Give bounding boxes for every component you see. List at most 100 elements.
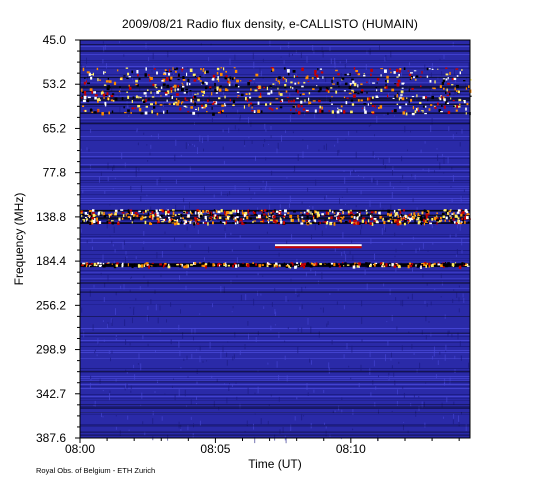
burst-pixel — [182, 85, 185, 88]
dropout-line — [80, 406, 470, 408]
burst-pixel — [306, 110, 309, 113]
burst-pixel — [166, 84, 170, 88]
burst-pixel — [420, 85, 422, 88]
burst-pixel — [172, 209, 175, 211]
burst-pixel — [162, 73, 166, 75]
noise-speckle — [216, 378, 218, 382]
noise-streak — [80, 340, 470, 341]
noise-speckle — [444, 314, 446, 319]
burst-pixel — [160, 209, 163, 212]
dropout-line — [80, 122, 470, 124]
noise-speckle — [157, 380, 158, 384]
burst-pixel — [168, 221, 171, 223]
burst-pixel — [392, 219, 395, 223]
burst-pixel — [302, 93, 305, 95]
burst-pixel — [200, 212, 203, 215]
burst-pixel — [418, 109, 420, 112]
noise-speckle — [142, 335, 144, 340]
burst-pixel — [181, 263, 183, 267]
burst-pixel — [330, 103, 333, 105]
burst-pixel — [308, 220, 310, 223]
burst-pixel — [219, 110, 221, 114]
noise-speckle — [254, 82, 256, 84]
burst-pixel — [158, 218, 160, 222]
noise-speckle — [353, 169, 355, 173]
burst-pixel — [119, 86, 121, 88]
burst-pixel — [86, 221, 89, 224]
burst-pixel — [283, 217, 285, 219]
burst-pixel — [193, 79, 197, 82]
burst-pixel — [459, 222, 463, 225]
burst-pixel — [353, 222, 356, 226]
burst-pixel — [85, 217, 87, 218]
noise-speckle — [279, 429, 281, 434]
burst-pixel — [410, 217, 414, 221]
burst-pixel — [162, 83, 166, 86]
burst-pixel — [221, 109, 224, 112]
burst-pixel — [162, 218, 166, 221]
burst-pixel — [144, 73, 147, 77]
noise-speckle — [366, 282, 368, 290]
burst-pixel — [143, 100, 146, 103]
noise-speckle — [391, 365, 393, 369]
noise-speckle — [391, 352, 392, 358]
burst-pixel — [305, 220, 309, 222]
burst-pixel — [165, 70, 169, 72]
noise-speckle — [452, 42, 454, 47]
burst-pixel — [98, 99, 101, 102]
burst-pixel — [301, 85, 304, 88]
burst-pixel — [267, 216, 269, 218]
burst-feature — [80, 67, 472, 116]
burst-pixel — [454, 214, 458, 218]
burst-pixel — [283, 221, 285, 225]
burst-pixel — [86, 71, 90, 74]
burst-pixel — [368, 219, 370, 223]
burst-pixel — [350, 110, 353, 114]
burst-pixel — [314, 70, 317, 74]
burst-pixel — [459, 103, 461, 106]
burst-pixel — [387, 94, 389, 98]
noise-speckle — [369, 351, 371, 358]
noise-speckle — [107, 94, 109, 98]
noise-speckle — [213, 194, 215, 198]
burst-pixel — [200, 68, 202, 71]
noise-speckle — [130, 385, 132, 389]
burst-pixel — [447, 82, 450, 85]
burst-pixel — [267, 92, 271, 95]
burst-pixel — [163, 220, 166, 222]
burst-pixel — [182, 67, 184, 69]
burst-pixel — [242, 212, 246, 215]
burst-pixel — [213, 214, 217, 217]
noise-speckle — [452, 298, 454, 304]
burst-pixel — [300, 105, 303, 108]
noise-speckle — [421, 330, 423, 335]
burst-pixel — [344, 82, 348, 86]
noise-speckle — [309, 358, 311, 363]
burst-pixel — [285, 265, 289, 267]
burst-pixel — [167, 209, 169, 212]
burst-pixel — [318, 222, 320, 225]
noise-speckle — [282, 427, 284, 433]
burst-pixel — [372, 264, 375, 268]
burst-pixel — [400, 94, 403, 96]
burst-pixel — [393, 109, 397, 113]
burst-pixel — [394, 83, 397, 85]
burst-pixel — [425, 213, 429, 216]
noise-speckle — [157, 133, 159, 139]
noise-speckle — [175, 179, 177, 184]
noise-speckle — [460, 195, 462, 202]
burst-pixel — [150, 215, 153, 219]
burst-pixel — [417, 212, 420, 217]
burst-pixel — [431, 68, 434, 70]
noise-streak — [80, 358, 470, 359]
burst-pixel — [340, 105, 343, 108]
noise-speckle — [394, 232, 396, 237]
burst-pixel — [368, 262, 371, 264]
burst-pixel — [422, 96, 425, 99]
burst-pixel — [272, 83, 275, 85]
noise-speckle — [147, 96, 149, 99]
burst-pixel — [439, 97, 442, 101]
burst-pixel — [294, 265, 297, 269]
noise-speckle — [208, 94, 210, 101]
burst-pixel — [173, 84, 177, 88]
